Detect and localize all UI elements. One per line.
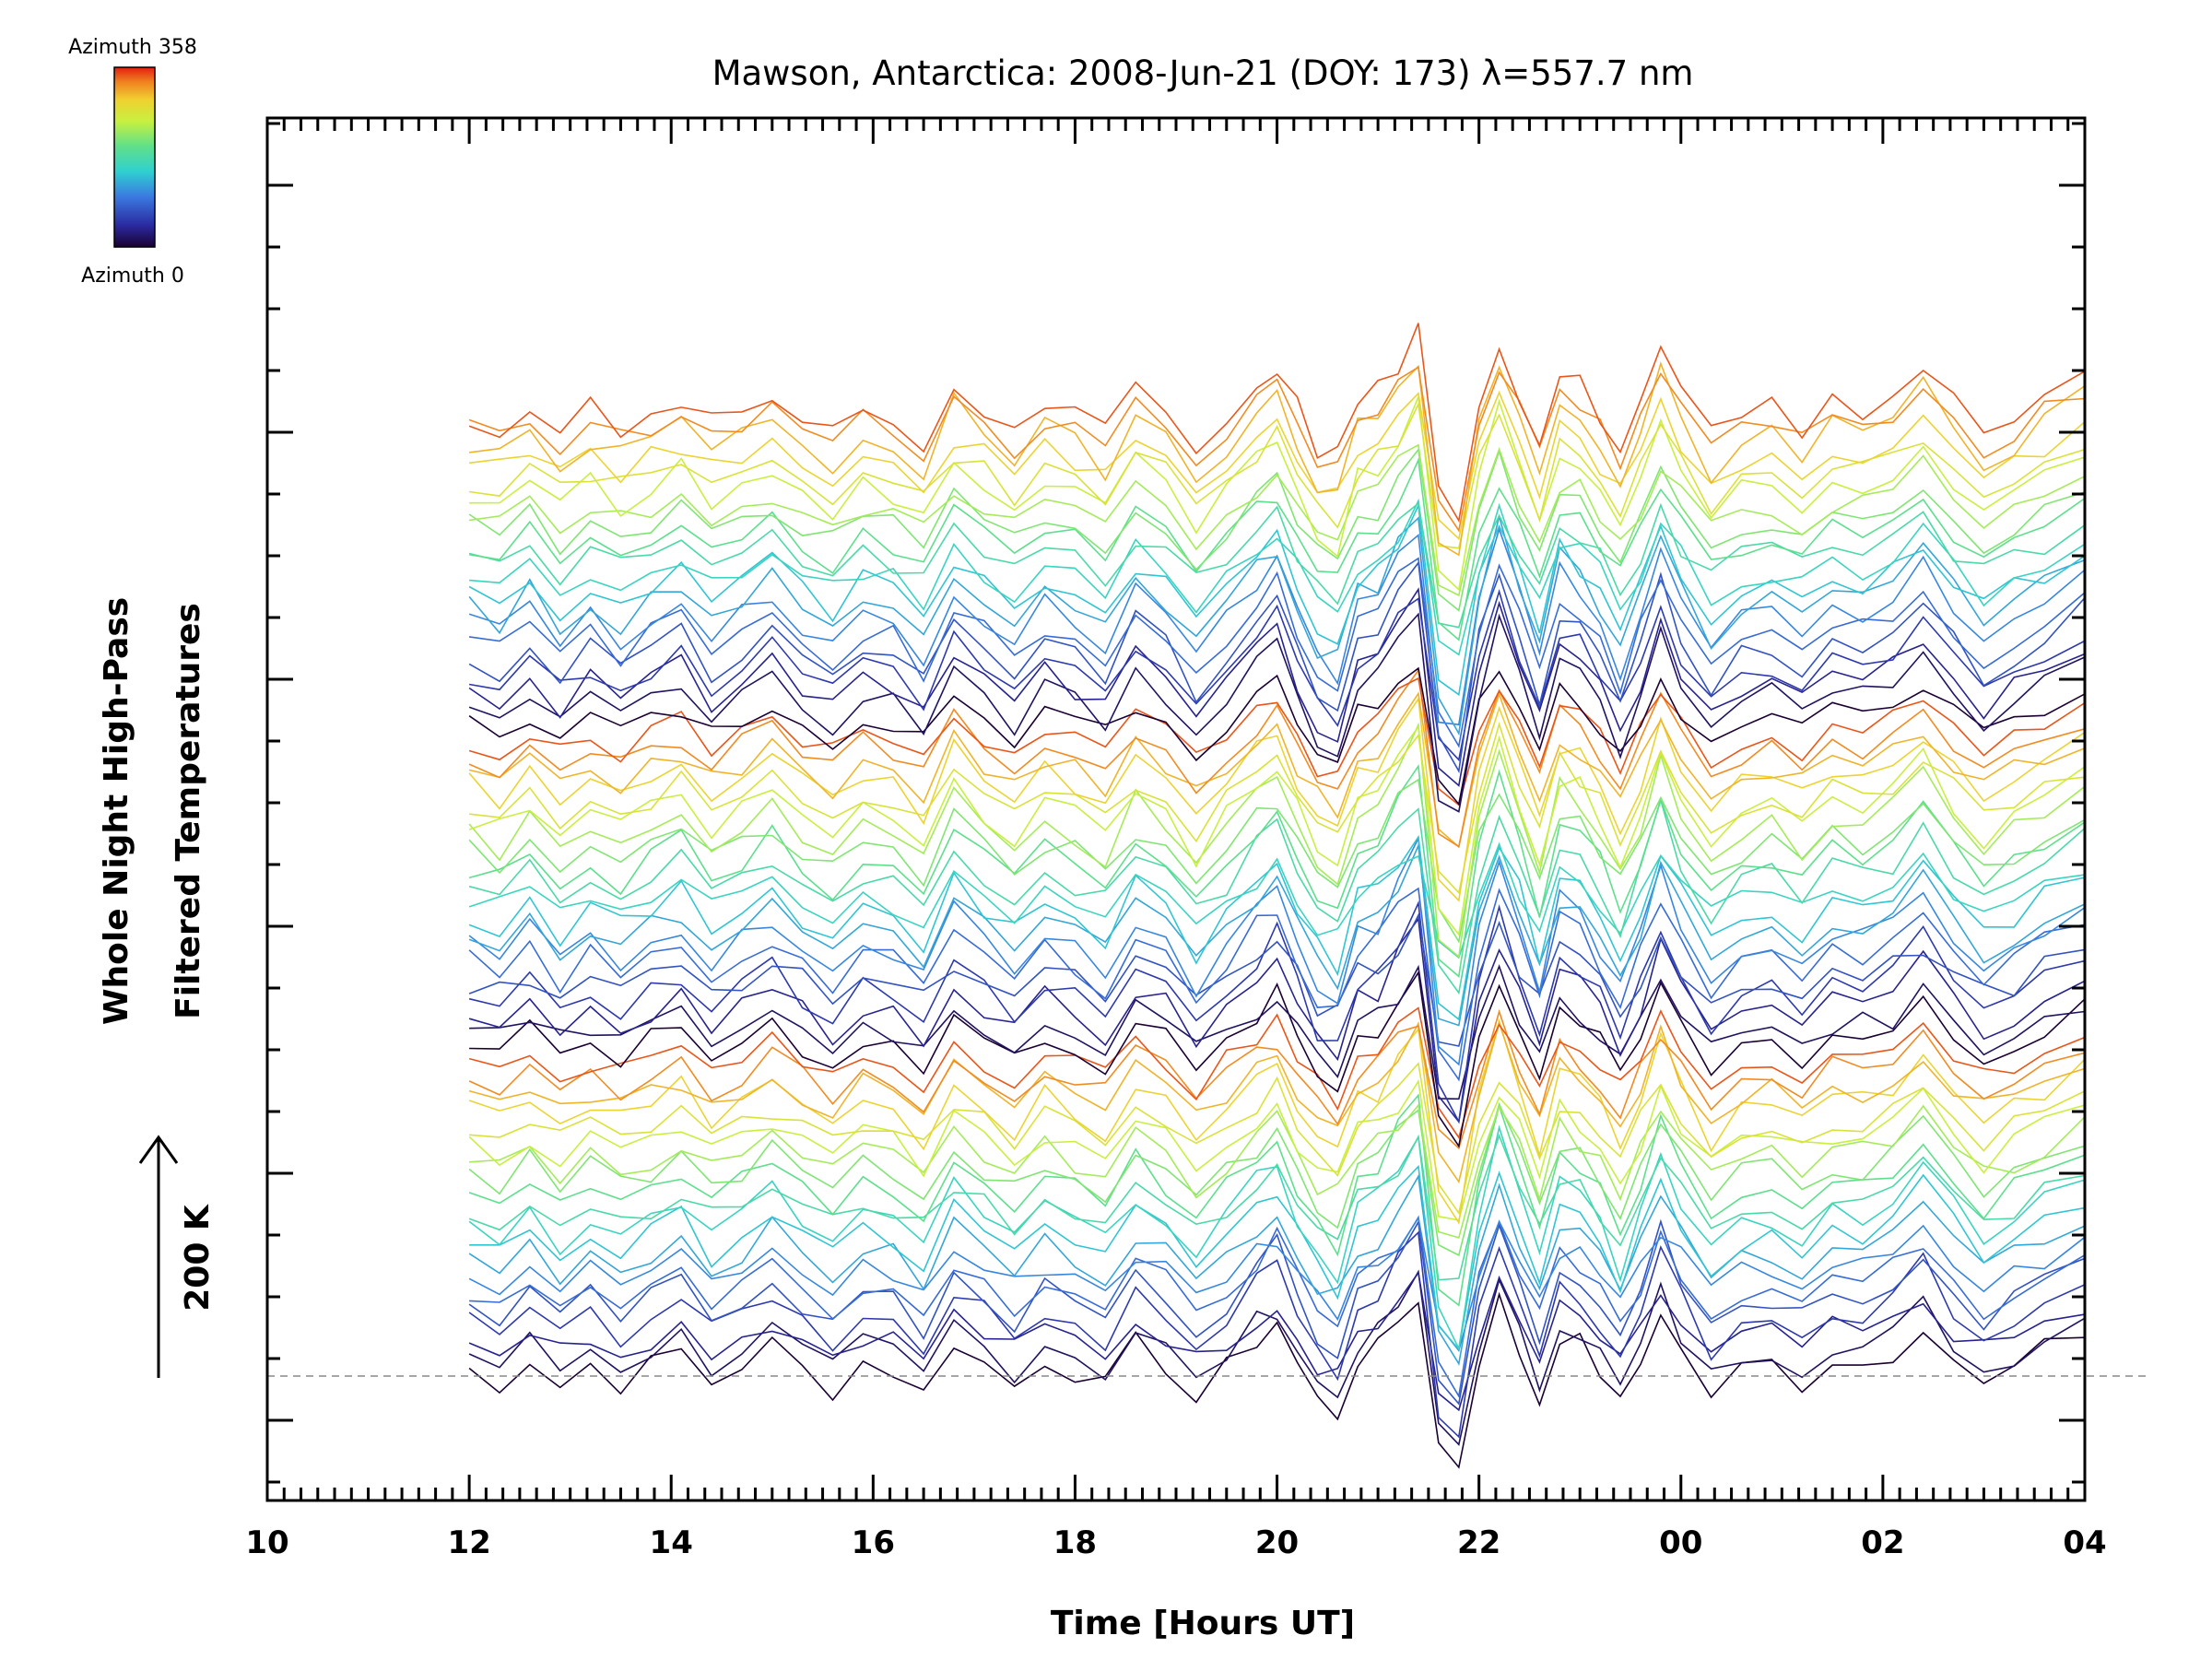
series-line bbox=[468, 443, 2085, 597]
series-line bbox=[468, 722, 2085, 959]
series-line bbox=[468, 1218, 2085, 1406]
series-line bbox=[469, 498, 2085, 656]
x-tick-label: 04 bbox=[2063, 1524, 2106, 1561]
series-line bbox=[468, 691, 2085, 849]
series-line bbox=[468, 1078, 2085, 1221]
x-tick-label: 00 bbox=[1659, 1524, 1702, 1561]
colorbar-top-label: Azimuth 358 bbox=[68, 36, 197, 59]
series-line bbox=[468, 501, 2085, 629]
series-line bbox=[469, 1062, 2085, 1216]
series-line bbox=[468, 1018, 2085, 1225]
series-line bbox=[468, 834, 2085, 1021]
x-tick-label: 16 bbox=[852, 1524, 895, 1561]
series-line bbox=[468, 1124, 2085, 1351]
series-line bbox=[468, 560, 2085, 774]
series-line bbox=[468, 797, 2085, 995]
series-line bbox=[468, 916, 2085, 1124]
series-line bbox=[468, 1101, 2085, 1257]
series-line bbox=[469, 970, 2085, 1148]
series-line bbox=[468, 778, 2085, 944]
axis-ticks bbox=[265, 118, 2087, 1500]
scale-arrow-head bbox=[138, 1135, 179, 1164]
series-line bbox=[468, 1133, 2085, 1281]
x-tick-label: 02 bbox=[1861, 1524, 1904, 1561]
series-line bbox=[468, 587, 2085, 787]
series-line bbox=[469, 1215, 2085, 1399]
x-tick-label: 22 bbox=[1457, 1524, 1500, 1561]
series-line bbox=[468, 1230, 2085, 1439]
x-tick-label: 18 bbox=[1053, 1524, 1097, 1561]
series-line bbox=[468, 401, 2085, 549]
series-line bbox=[468, 589, 2085, 762]
series-line bbox=[468, 666, 2085, 806]
series-line bbox=[468, 842, 2085, 1027]
series-line bbox=[468, 841, 2085, 959]
x-tick-label: 14 bbox=[650, 1524, 693, 1561]
series-line bbox=[468, 516, 2085, 736]
chart-title: Mawson, Antarctica: 2008-Jun-21 (DOY: 17… bbox=[712, 53, 1694, 93]
series-line bbox=[469, 964, 2085, 1100]
series-line bbox=[468, 1020, 2085, 1184]
x-axis-label: Time [Hours UT] bbox=[1051, 1605, 1355, 1642]
series-line bbox=[468, 323, 2085, 524]
x-tick-labels: 10 12 14 16 18 20 22 00 02 04 bbox=[245, 1524, 2106, 1561]
series-line bbox=[468, 526, 2085, 726]
series-line bbox=[468, 1173, 2085, 1366]
series-line bbox=[469, 1103, 2085, 1239]
x-tick-label: 10 bbox=[245, 1524, 288, 1561]
series-line bbox=[468, 447, 2085, 612]
series-line bbox=[469, 390, 2085, 541]
y-axis-label-line1: Whole Night High-Pass bbox=[98, 597, 135, 1025]
series-line bbox=[468, 1269, 2085, 1446]
colorbar-bottom-label: Azimuth 0 bbox=[81, 265, 184, 288]
series-line bbox=[468, 1291, 2085, 1469]
series-line bbox=[468, 360, 2085, 557]
series-line bbox=[468, 668, 2085, 848]
series-line bbox=[468, 1006, 2085, 1139]
series-line bbox=[468, 724, 2085, 936]
series-line bbox=[468, 1216, 2085, 1353]
scale-bar-label: 200 K bbox=[179, 1204, 217, 1312]
series-line bbox=[468, 764, 2085, 978]
series-line bbox=[468, 366, 2085, 533]
series-line bbox=[468, 1093, 2085, 1307]
series-line bbox=[468, 835, 2085, 1066]
series-line bbox=[468, 677, 2085, 806]
series-line bbox=[468, 1270, 2085, 1412]
series-line bbox=[468, 900, 2085, 1124]
colorbar: Azimuth 358 Azimuth 0 bbox=[68, 36, 197, 288]
series-line bbox=[468, 502, 2085, 697]
series-line bbox=[468, 612, 2085, 813]
y-axis-label-line2: Filtered Temperatures bbox=[170, 603, 207, 1019]
series-line bbox=[468, 457, 2085, 641]
x-tick-label: 20 bbox=[1255, 1524, 1299, 1561]
series-line bbox=[468, 557, 2085, 748]
scale-bar: 200 K bbox=[138, 1135, 217, 1378]
series-line bbox=[469, 1164, 2085, 1351]
series-line bbox=[469, 721, 2085, 895]
colorbar-gradient bbox=[113, 66, 156, 248]
series-line bbox=[468, 1008, 2085, 1150]
series-line bbox=[468, 697, 2085, 902]
series-group bbox=[468, 323, 2085, 1469]
series-line bbox=[469, 396, 2085, 592]
x-tick-label: 12 bbox=[447, 1524, 490, 1561]
